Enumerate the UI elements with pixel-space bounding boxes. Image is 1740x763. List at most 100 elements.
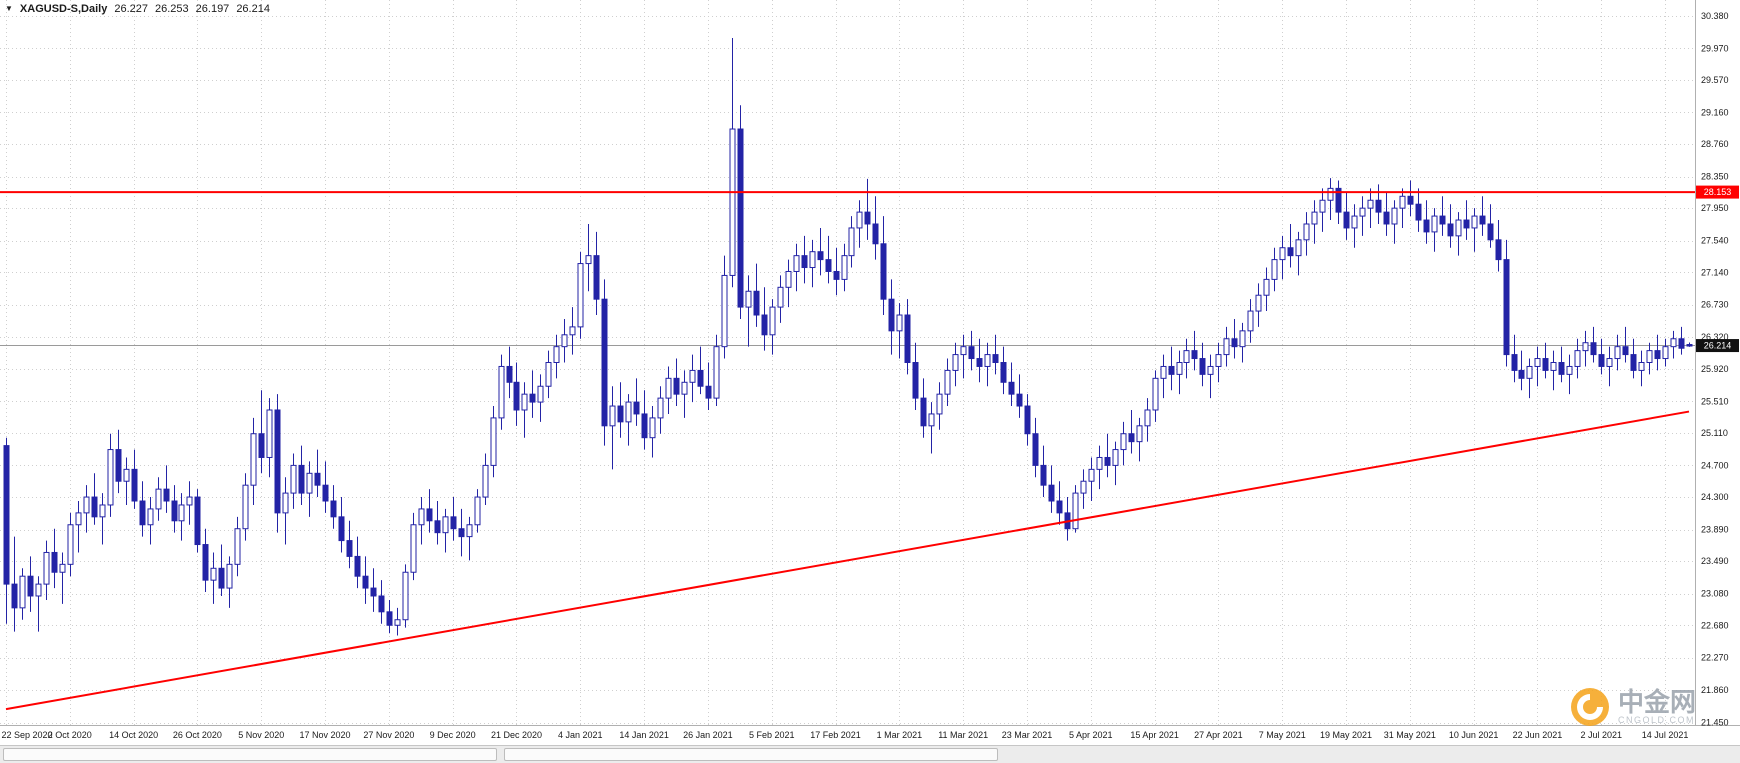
candle-body	[1040, 464, 1047, 486]
candle-body	[1231, 338, 1238, 348]
candle-body	[43, 551, 50, 585]
candle-body	[1503, 259, 1510, 356]
candle-body	[1518, 369, 1525, 379]
support-trendline[interactable]	[5, 410, 1690, 711]
svg-text:26.214: 26.214	[1704, 341, 1732, 351]
candle-body	[282, 492, 289, 514]
y-axis-label: 22.270	[1701, 653, 1729, 663]
candle-body	[1638, 362, 1645, 371]
candle-body	[1104, 456, 1111, 466]
candle-body	[1678, 338, 1685, 349]
candle-body	[202, 544, 209, 581]
candle-body	[99, 504, 106, 518]
candle-body	[1191, 350, 1198, 360]
candle-body	[210, 567, 217, 581]
candle-body	[1024, 405, 1031, 435]
candle-body	[59, 563, 66, 573]
y-axis-label: 25.110	[1701, 428, 1728, 438]
candle-body	[577, 263, 584, 328]
y-axis-label: 27.140	[1701, 267, 1729, 277]
y-axis-label: 22.680	[1701, 620, 1729, 630]
y-axis-label: 27.540	[1701, 236, 1729, 246]
candle-body	[274, 409, 281, 514]
y-axis-label: 29.160	[1701, 107, 1729, 117]
candle-body	[689, 369, 696, 383]
price-chart-canvas[interactable]: 30.380 29.970 29.570 29.160 28.760 28.350 27.9…	[0, 0, 1740, 745]
y-axis-label: 28.350	[1701, 172, 1729, 182]
y-axis-label: 23.080	[1701, 589, 1729, 599]
candle-body	[194, 496, 201, 546]
x-axis-label: 5 Apr 2021	[1069, 730, 1113, 740]
low-value: 26.197	[195, 3, 230, 15]
candle-body	[952, 354, 959, 371]
candle-body	[266, 409, 273, 458]
x-axis-label: 21 Dec 2020	[491, 730, 542, 740]
candle-body	[872, 223, 879, 245]
y-axis-label: 25.510	[1701, 396, 1729, 406]
candle-body	[1096, 456, 1103, 470]
x-axis-label: 4 Jan 2021	[558, 730, 603, 740]
chevron-down-icon[interactable]: ▼	[5, 4, 13, 13]
close-value: 26.214	[236, 3, 270, 15]
candle-body	[306, 472, 313, 494]
candle-body	[410, 524, 417, 573]
candle-body	[67, 524, 74, 565]
x-axis-label: 22 Jun 2021	[1513, 730, 1563, 740]
candle-body	[1263, 278, 1270, 296]
candle-body	[825, 259, 832, 272]
y-axis-label: 25.920	[1701, 364, 1729, 374]
candle-body	[896, 314, 903, 332]
candle-body	[793, 255, 800, 272]
candle-body	[107, 449, 114, 506]
candle-body	[649, 417, 656, 439]
candle-body	[801, 255, 808, 269]
candle-body	[1239, 330, 1246, 348]
y-axis-label: 23.490	[1701, 556, 1729, 566]
candle-body	[617, 405, 624, 423]
candle-body	[928, 413, 935, 427]
candle-body	[178, 504, 185, 522]
candle-body	[498, 365, 505, 419]
candle-body	[1423, 219, 1430, 233]
candle-body	[1479, 215, 1486, 225]
candle-body	[1630, 354, 1637, 371]
candle-body	[833, 270, 840, 280]
candle-body	[1016, 393, 1023, 407]
chart-tab[interactable]	[504, 748, 998, 761]
candle-body	[1279, 247, 1286, 261]
x-axis-label: 14 Jul 2021	[1642, 730, 1689, 740]
candle-body	[1582, 342, 1589, 352]
candle-body	[1399, 195, 1406, 209]
candle-body	[1383, 211, 1390, 225]
candle-body	[1319, 199, 1326, 213]
high-value: 26.253	[155, 3, 189, 15]
candle-body	[131, 468, 138, 502]
candle-body	[1215, 354, 1222, 367]
candle-body	[1654, 350, 1661, 360]
candle-body	[785, 270, 792, 288]
candle-body	[1606, 358, 1613, 367]
cngold-logo-icon	[1570, 688, 1609, 726]
candle-body	[1008, 381, 1015, 395]
candle-body	[386, 611, 393, 626]
x-axis-label: 27 Apr 2021	[1194, 730, 1243, 740]
candle-body	[1495, 239, 1502, 261]
y-axis[interactable]: 30.380 29.970 29.570 29.160 28.760 28.350 27.9…	[1701, 11, 1729, 728]
y-axis-label: 21.450	[1701, 718, 1729, 728]
watermark-name-en: CNGOLD.COM	[1617, 714, 1695, 725]
candle-body	[1511, 354, 1518, 371]
chart-tab[interactable]	[3, 748, 497, 761]
x-axis-label: 17 Nov 2020	[300, 730, 351, 740]
y-axis-label: 26.730	[1701, 300, 1729, 310]
candle-body	[1598, 354, 1605, 367]
candle-body	[529, 393, 536, 403]
x-axis-label: 26 Oct 2020	[173, 730, 222, 740]
candle-body	[298, 464, 305, 494]
candle-body	[1088, 468, 1095, 482]
x-axis-label: 23 Mar 2021	[1002, 730, 1053, 740]
candle-body	[1048, 484, 1055, 502]
candle-body	[1455, 219, 1462, 237]
candle-body	[729, 128, 736, 276]
